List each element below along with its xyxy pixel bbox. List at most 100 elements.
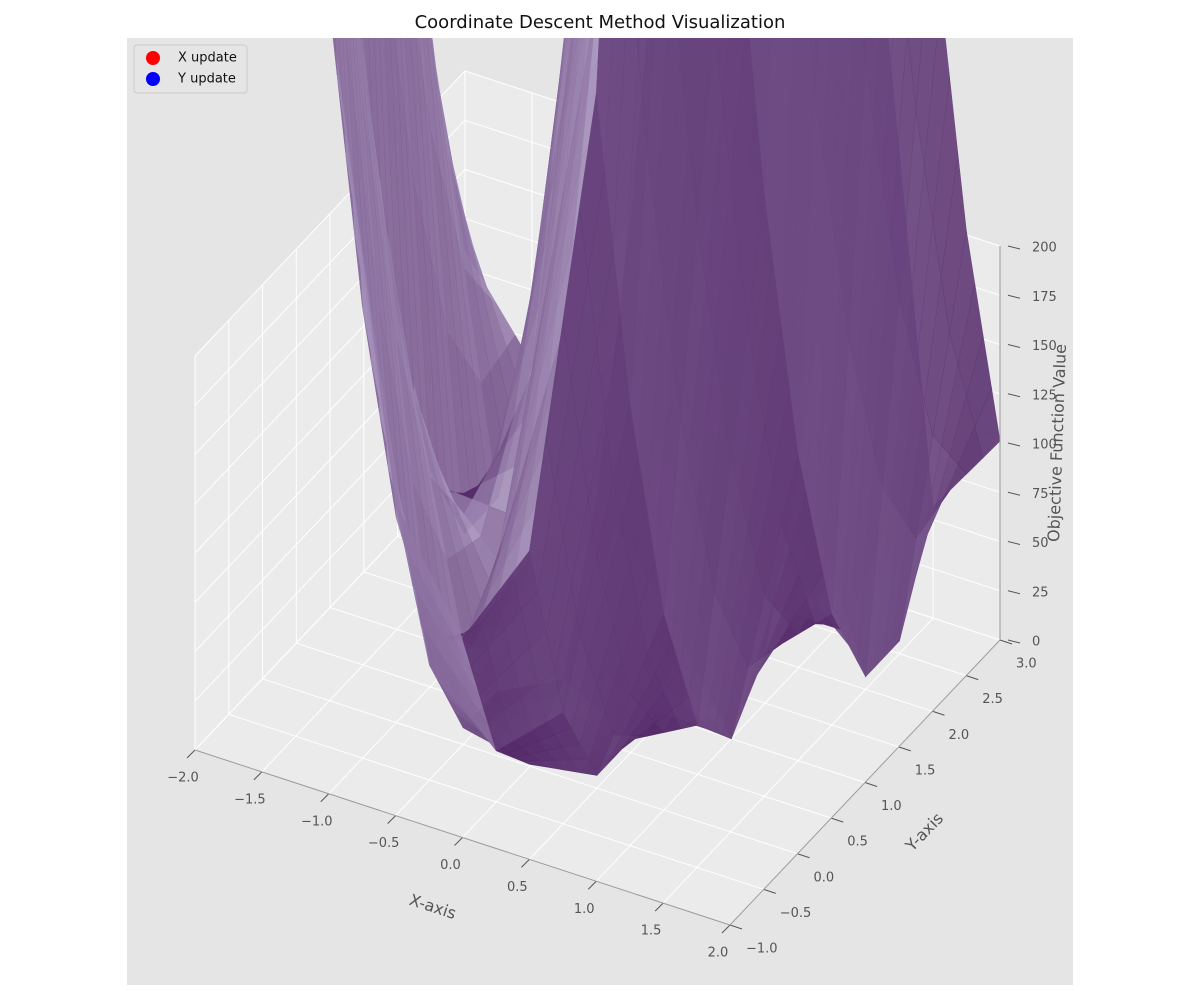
surface-patch [764, 38, 782, 258]
y-axis-line [729, 639, 1001, 926]
surface-patch [637, 38, 655, 147]
y-tick-label: 2.5 [982, 692, 1003, 707]
x-tick-label: 0.0 [440, 858, 461, 873]
x-tick [654, 902, 664, 912]
surface-patch [368, 38, 381, 180]
z-tick [1007, 590, 1021, 595]
surface-patch [361, 38, 364, 47]
z-tick-label: 25 [1032, 585, 1049, 600]
surface [329, 0, 1001, 776]
grid-line [262, 678, 798, 855]
z-tick [1007, 541, 1021, 545]
surface-patch [679, 38, 698, 141]
surface-patch [393, 38, 398, 60]
chart-title: Coordinate Descent Method Visualization [415, 12, 786, 33]
surface-patch [915, 38, 938, 166]
x-tick-label: −2.0 [167, 771, 199, 786]
surface-patch [755, 38, 771, 193]
surface-patch [329, 0, 354, 21]
surface-patch [572, 38, 583, 96]
z-tick [1007, 491, 1021, 496]
surface-patch [636, 38, 640, 54]
y-tick [729, 924, 743, 930]
surface-patch [772, 38, 794, 323]
surface-patch [349, 38, 363, 175]
grid-line [228, 713, 764, 890]
surface-patch [822, 38, 842, 215]
z-tick-label: 175 [1032, 290, 1057, 305]
surface-patch [345, 38, 347, 39]
y-tick-label: 2.0 [949, 728, 970, 743]
surface-patch [899, 0, 924, 30]
surface-patch [430, 38, 432, 43]
surface-patch [721, 38, 746, 178]
y-tick-label: −1.0 [746, 942, 778, 957]
surface-patch [345, 38, 355, 107]
y-tick [763, 888, 776, 894]
surface-patch [332, 38, 338, 76]
x-tick [320, 793, 330, 803]
z-tick-label: 150 [1032, 339, 1057, 354]
y-tick [864, 782, 878, 787]
x-tick-label: −0.5 [368, 836, 400, 851]
surface-patch [864, 38, 880, 123]
x-tick [721, 924, 731, 934]
surface-patch [809, 38, 818, 92]
x-tick [186, 749, 196, 759]
legend-marker [146, 72, 160, 86]
surface-patch [357, 38, 372, 164]
surface-patch [688, 38, 714, 224]
y-tick-label: 3.0 [1016, 657, 1037, 672]
y-tick-label: 1.5 [915, 763, 936, 778]
y-tick [932, 710, 945, 716]
y-tick [999, 639, 1013, 645]
y-tick [966, 675, 979, 681]
legend-box [133, 44, 248, 94]
z-tick-label: 200 [1032, 241, 1057, 256]
z-tick-label: 50 [1032, 536, 1049, 551]
surface-patch [604, 38, 626, 248]
x-tick [521, 859, 530, 868]
surface-patch [419, 38, 432, 133]
y-tick [831, 817, 844, 823]
z-tick [1007, 393, 1021, 398]
z-tick-label: 0 [1032, 635, 1040, 650]
z-tick [1007, 294, 1021, 299]
surface-patch [714, 38, 729, 104]
surface-patch [623, 0, 648, 3]
surface-patch [749, 38, 759, 103]
y-tick-label: −0.5 [780, 906, 812, 921]
x-tick-label: 2.0 [708, 946, 729, 961]
surface-patch [355, 38, 364, 105]
x-tick [253, 771, 263, 781]
surface-patch [400, 38, 415, 184]
surface-patch [646, 38, 668, 215]
surface-patch [873, 38, 893, 182]
y-tick [898, 746, 911, 752]
legend-label: Y update [177, 72, 236, 87]
z-tick-label: 75 [1032, 487, 1049, 502]
surface-patch [862, 38, 868, 64]
z-tick [1007, 344, 1021, 348]
surface-patch [430, 38, 440, 99]
z-tick [1007, 245, 1021, 250]
z-tick [1007, 639, 1021, 644]
surface-patch [814, 38, 830, 154]
y-tick-label: 0.0 [814, 870, 835, 885]
surface-patch [389, 0, 414, 14]
x-tick-label: 0.5 [507, 880, 528, 895]
z-tick [1007, 442, 1021, 447]
surface-patch [582, 0, 607, 7]
legend: X update Y update [133, 44, 248, 94]
x-tick-label: 1.5 [641, 924, 662, 939]
x-tick-label: −1.0 [301, 814, 333, 829]
x-tick [387, 815, 396, 824]
surface-patch [831, 38, 854, 277]
surface-patch [814, 38, 817, 45]
y-tick [797, 853, 810, 859]
x-tick-label: −1.5 [234, 792, 266, 807]
y-tick-label: 1.0 [881, 799, 902, 814]
surface-patch [395, 38, 406, 122]
legend-marker [146, 51, 160, 65]
surface-patch [798, 0, 823, 5]
